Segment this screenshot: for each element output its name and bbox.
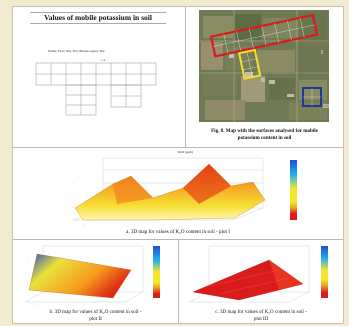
chart-b-caption-line1: b. 3D map for values of K₂O content in s… bbox=[13, 309, 178, 315]
satellite-map bbox=[199, 10, 329, 122]
svg-text:··: ·· bbox=[130, 101, 132, 104]
svg-text:···: ··· bbox=[71, 205, 74, 209]
svg-text:··: ·· bbox=[115, 90, 117, 93]
chart-a-3d-surface: ··· ··· ··· ··· ··· ··· bbox=[71, 157, 266, 227]
svg-text:··: ·· bbox=[85, 89, 87, 92]
chart-a-caption-text: 3D map for values of K₂O content in soil… bbox=[130, 229, 230, 235]
chart-c-caption-line1: c. 3D map for values of K₂O content in s… bbox=[179, 309, 343, 315]
svg-text:··: ·· bbox=[197, 261, 199, 265]
svg-text:··: ·· bbox=[40, 67, 42, 70]
svg-text:···: ··· bbox=[199, 303, 202, 307]
svg-text:··: ·· bbox=[85, 78, 87, 81]
svg-text:···: ··· bbox=[71, 181, 74, 185]
svg-text:··: ·· bbox=[55, 67, 57, 70]
chart-a-title: K2O (ppm) bbox=[178, 150, 193, 154]
svg-text:··: ·· bbox=[27, 257, 29, 261]
chart-b-caption-line2: plot II bbox=[89, 316, 102, 322]
table-panel: Values of mobile potassium in soil Sicil… bbox=[14, 8, 184, 124]
svg-text:··: ·· bbox=[130, 90, 132, 93]
svg-text:···: ··· bbox=[255, 303, 258, 307]
svg-text:··: ·· bbox=[70, 67, 72, 70]
chart-c-caption-prefix: c. bbox=[215, 309, 219, 315]
svg-text:··: ·· bbox=[115, 78, 117, 81]
chart-c-3d-surface: ······· ··· bbox=[188, 245, 310, 307]
svg-text:··: ·· bbox=[55, 78, 57, 81]
chart-b-panel: ·· ·· ··· ··· b. 3D map for values of K₂O c… bbox=[13, 240, 178, 323]
svg-text:···: ··· bbox=[123, 223, 126, 227]
chart-b-colorbar bbox=[153, 246, 160, 298]
map-caption-line2: potassium content in soil bbox=[237, 135, 292, 141]
svg-text:··: ·· bbox=[130, 78, 132, 81]
svg-text:··: ·· bbox=[40, 78, 42, 81]
divider-1 bbox=[13, 147, 343, 148]
svg-text:···: ··· bbox=[83, 303, 86, 307]
svg-text:···: ··· bbox=[71, 193, 74, 197]
map-panel: I II III Fig. 8. Map with the surfaces a… bbox=[187, 8, 342, 146]
chart-a-caption: a. 3D map for values of K₂O content in s… bbox=[13, 229, 343, 235]
chart-b-3d-surface: ······· ··· bbox=[24, 245, 144, 307]
svg-text:··: ·· bbox=[100, 67, 102, 70]
svg-text:···: ··· bbox=[33, 303, 36, 307]
svg-text:··: ·· bbox=[70, 78, 72, 81]
table-title: Values of mobile potassium in soil bbox=[44, 13, 152, 22]
chart-a-caption-prefix: a. bbox=[126, 229, 130, 235]
chart-a-colorbar bbox=[290, 160, 297, 220]
title-bar bbox=[30, 12, 166, 24]
svg-text:··: ·· bbox=[70, 99, 72, 102]
svg-text:··: ·· bbox=[27, 271, 29, 275]
svg-text:···: ··· bbox=[83, 223, 86, 227]
svg-text:··: ·· bbox=[85, 99, 87, 102]
svg-text:··: ·· bbox=[100, 78, 102, 81]
svg-text:··: ·· bbox=[85, 109, 87, 112]
vertical-divider bbox=[185, 7, 186, 147]
chart-a-panel: K2O (ppm) ··· ··· ··· bbox=[13, 148, 343, 239]
svg-text:··: ·· bbox=[115, 67, 117, 70]
svg-text:··: ·· bbox=[145, 78, 147, 81]
chart-c-caption-text: 3D map for values of K₂O content in soil… bbox=[220, 309, 307, 315]
plot-label-2: II bbox=[261, 78, 265, 84]
chart-c-panel: ·· ·· ··· ··· c. 3D map for values of K₂O c… bbox=[179, 240, 343, 323]
map-caption-line1: Fig. 8. Map with the surfaces analysed f… bbox=[211, 128, 318, 134]
plot-label-3: III bbox=[323, 104, 329, 110]
chart-c-colorbar bbox=[321, 246, 328, 298]
plot-label-1: I bbox=[321, 50, 323, 56]
divider-2 bbox=[13, 239, 343, 240]
svg-text:··: ·· bbox=[145, 67, 147, 70]
svg-text:··: ·· bbox=[130, 67, 132, 70]
paper-page: Values of mobile potassium in soil Sicil… bbox=[12, 6, 344, 324]
vertical-divider-bottom bbox=[178, 240, 179, 323]
table-legend-line: Sicilian | Excel | Table | First | Betwe… bbox=[48, 50, 105, 53]
svg-text:··: ·· bbox=[85, 67, 87, 70]
svg-text:··: ·· bbox=[115, 101, 117, 104]
svg-text:··: ·· bbox=[197, 275, 199, 279]
svg-text:··: ·· bbox=[70, 89, 72, 92]
data-table-grid: ·· ·· ·· ·· ·· ·· ·· ·· ·· ·· ·· ·· ·· ·· ·· ·· ·· ··… bbox=[35, 62, 157, 116]
svg-text:··: ·· bbox=[70, 109, 72, 112]
svg-text:···: ··· bbox=[163, 223, 166, 227]
chart-b-caption-text: 3D map for values of K₂O content in soil… bbox=[54, 309, 142, 315]
chart-b-caption-prefix: b. bbox=[49, 309, 54, 315]
chart-c-caption-line2: plot III bbox=[253, 316, 269, 322]
table-red-value: 1.2 bbox=[101, 58, 106, 62]
